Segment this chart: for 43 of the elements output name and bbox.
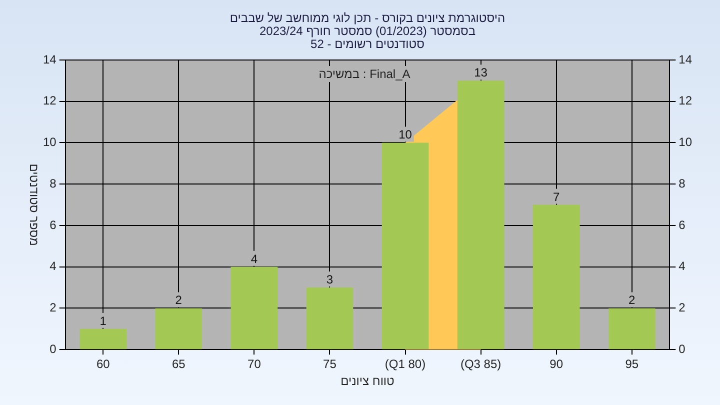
y-tick-label: 4 (50, 259, 57, 274)
y-tick-label: 8 (50, 176, 57, 190)
x-tick-label: 60 (96, 357, 110, 372)
y2-tick-label: 2 (678, 300, 686, 315)
x-tick-label: (Q1 80) (384, 357, 426, 372)
x-axis-title: טווח ציונים (340, 374, 395, 388)
chart-subtitle: בסמסטר (01/2023) סמסטר חורף 2023/24 סטודנטים רשומים - 52 (259, 24, 476, 51)
x-tick-label: 65 (172, 357, 186, 372)
bar (306, 288, 354, 350)
x-tick-label: 95 (625, 357, 639, 372)
data-label: 13 (474, 66, 488, 80)
annotation: Final_A : במשיכה (318, 67, 410, 81)
y-tick-label: 12 (42, 94, 57, 108)
bar (230, 266, 278, 350)
y-axis-title: מספר סטודנטים (27, 164, 41, 246)
y-tick-label: 0 (50, 342, 57, 356)
bar (155, 308, 202, 350)
y-tick-label: 2 (50, 300, 57, 315)
y2-tick-label: 12 (678, 94, 692, 108)
data-label: 7 (553, 190, 560, 204)
chart-title: היסטוגרמת ציונים בקורס - תכן לוגי ממוחשב של שבבים (230, 11, 506, 25)
data-label: 3 (326, 272, 334, 287)
bar (80, 328, 127, 350)
x-tick-label: 75 (323, 357, 337, 372)
bar (532, 204, 580, 350)
y2-tick-label: 10 (678, 135, 692, 150)
x-tick-label: 70 (248, 357, 262, 372)
data-label: 4 (250, 252, 258, 266)
bar (608, 308, 656, 350)
y2-tick-label: 8 (678, 176, 686, 190)
data-label: 1 (100, 314, 107, 328)
y2-tick-label: 0 (678, 342, 686, 356)
y-tick-label: 14 (42, 52, 57, 66)
y2-tick-label: 14 (678, 52, 692, 66)
data-label: 10 (398, 128, 412, 142)
y2-tick-label: 6 (678, 218, 686, 232)
x-tick-label: (Q3 85) (460, 357, 502, 372)
data-label: 2 (628, 293, 636, 308)
y-tick-label: 10 (42, 135, 57, 150)
y-tick-label: 6 (50, 218, 57, 232)
y2-tick-label: 4 (678, 259, 686, 274)
x-tick-label: 90 (550, 357, 564, 372)
data-label: 2 (175, 293, 182, 308)
